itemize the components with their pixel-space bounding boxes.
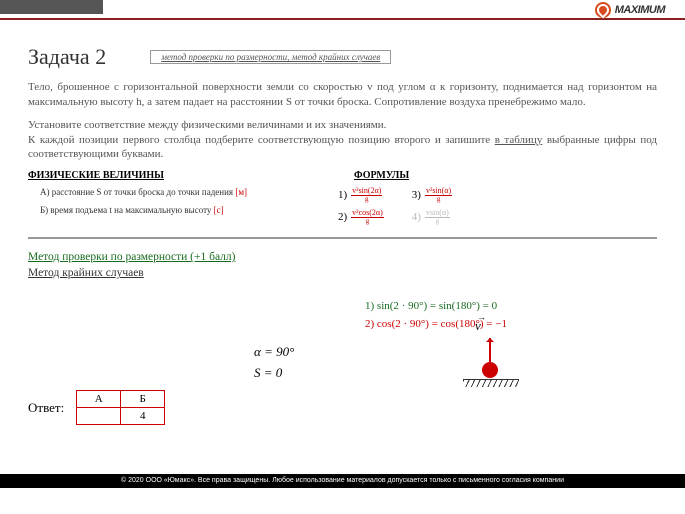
answer-table: А Б 4 [76, 390, 165, 425]
phys-row: А) расстояние S от точки броска до точки… [28, 187, 657, 231]
f2-frac: v²cos(2α)g [351, 209, 384, 225]
logo-icon [595, 2, 611, 18]
methods: Метод проверки по размерности (+1 балл) … [28, 249, 657, 281]
f1-frac: v²sin(2α)g [351, 187, 382, 203]
phys-col: А) расстояние S от точки броска до точки… [28, 187, 298, 231]
f3-frac: v²sin(α)g [425, 187, 452, 203]
content: Задача 2 метод проверки по размерности, … [0, 38, 685, 281]
phys-item-a: А) расстояние S от точки броска до точки… [28, 187, 298, 197]
table-row-val: 4 [77, 408, 165, 425]
ball-icon [482, 362, 498, 378]
f3-num: 3) [412, 189, 421, 201]
f3-bot: g [425, 196, 452, 203]
table-row-head: А Б [77, 391, 165, 408]
section-labels: ФИЗИЧЕСКИЕ ВЕЛИЧИНЫ ФОРМУЛЫ [28, 170, 657, 181]
phys-b-unit: [с] [214, 205, 224, 215]
formula-col: 1) v²sin(2α)g 2) v²cos(2α)g 3) v²sin(α)g 4)… [338, 187, 452, 231]
f4-frac: vsin(α)g [425, 209, 450, 225]
cell-val-a [77, 408, 121, 425]
conditions: α = 90° S = 0 [254, 342, 294, 384]
cond-s: S = 0 [254, 363, 294, 384]
diagram-area: 1) sin(2 · 90°) = sin(180°) = 0 2) cos(2… [365, 300, 655, 336]
logo-text: MAXIMUM [615, 4, 665, 16]
calc-1: 1) sin(2 · 90°) = sin(180°) = 0 [365, 300, 655, 312]
label-formulas: ФОРМУЛЫ [354, 170, 409, 181]
phys-b-text: Б) время подъема t на максимальную высот… [40, 205, 214, 215]
arrow-up-icon [489, 338, 491, 362]
velocity-vector-label: v [475, 318, 481, 334]
f2-num: 2) [338, 211, 347, 223]
footer: © 2020 ООО «Юмакс». Все права защищены. … [0, 474, 685, 488]
answer-label: Ответ: [28, 400, 64, 416]
cell-val-b: 4 [121, 408, 165, 425]
task-tag: метод проверки по размерности, метод кра… [150, 50, 391, 64]
formula-4: 4) vsin(α)g [412, 209, 452, 225]
instr-b: К каждой позиции первого столбца подбери… [28, 134, 495, 146]
task-title: Задача 2 [28, 44, 106, 70]
label-phys: ФИЗИЧЕСКИЕ ВЕЛИЧИНЫ [28, 170, 164, 181]
f4-num: 4) [412, 211, 421, 223]
f2-bot: g [351, 218, 384, 225]
header-line [0, 18, 685, 20]
f4-bot: g [425, 218, 450, 225]
header-top-bar [0, 0, 685, 14]
method-2: Метод крайних случаев [28, 265, 657, 281]
problem-text: Тело, брошенное с горизонтальной поверхн… [28, 80, 657, 110]
phys-item-b: Б) время подъема t на максимальную высот… [28, 205, 298, 215]
cell-head-a: А [77, 391, 121, 408]
method-1: Метод проверки по размерности (+1 балл) [28, 249, 657, 265]
f1-num: 1) [338, 189, 347, 201]
phys-a-unit: [м] [235, 187, 247, 197]
calc-2: 2) cos(2 · 90°) = cos(180°) = −1 [365, 318, 655, 330]
ground-icon [463, 379, 519, 387]
formula-col-1: 1) v²sin(2α)g 2) v²cos(2α)g [338, 187, 384, 231]
answer-row: Ответ: А Б 4 [28, 390, 165, 425]
instr-c: в таблицу [495, 134, 543, 146]
cond-alpha: α = 90° [254, 342, 294, 363]
divider [28, 237, 657, 239]
cell-head-b: Б [121, 391, 165, 408]
formula-col-2: 3) v²sin(α)g 4) vsin(α)g [412, 187, 452, 231]
formula-1: 1) v²sin(2α)g [338, 187, 384, 203]
page-header: MAXIMUM [0, 0, 685, 38]
instruction-text: Установите соответствие между физическим… [28, 118, 657, 163]
title-row: Задача 2 метод проверки по размерности, … [28, 44, 657, 70]
instr-a: Установите соответствие между физическим… [28, 119, 386, 131]
logo: MAXIMUM [595, 2, 665, 18]
formula-3: 3) v²sin(α)g [412, 187, 452, 203]
f1-bot: g [351, 196, 382, 203]
formula-2: 2) v²cos(2α)g [338, 209, 384, 225]
phys-a-text: А) расстояние S от точки броска до точки… [40, 187, 235, 197]
